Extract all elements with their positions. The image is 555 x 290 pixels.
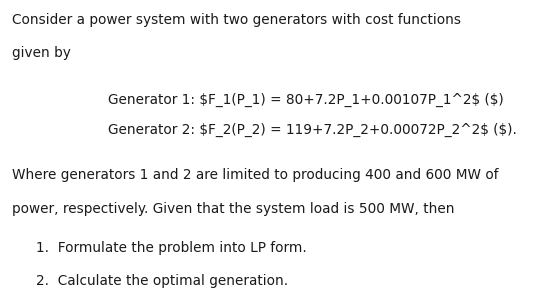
Text: Consider a power system with two generators with cost functions: Consider a power system with two generat… (12, 13, 461, 27)
Text: given by: given by (12, 46, 71, 60)
Text: Where generators 1 and 2 are limited to producing 400 and 600 MW of: Where generators 1 and 2 are limited to … (12, 168, 499, 182)
Text: Generator 2: $F_2(P_2) = 119+7.2P_2+0.00072P_2^2$ ($).: Generator 2: $F_2(P_2) = 119+7.2P_2+0.00… (108, 123, 517, 137)
Text: 2.  Calculate the optimal generation.: 2. Calculate the optimal generation. (36, 274, 288, 288)
Text: Generator 1: $F_1(P_1) = 80+7.2P_1+0.00107P_1^2$ ($): Generator 1: $F_1(P_1) = 80+7.2P_1+0.001… (108, 93, 504, 107)
Text: power, respectively. Given that the system load is 500 MW, then: power, respectively. Given that the syst… (12, 202, 455, 215)
Text: 1.  Formulate the problem into LP form.: 1. Formulate the problem into LP form. (36, 241, 307, 255)
